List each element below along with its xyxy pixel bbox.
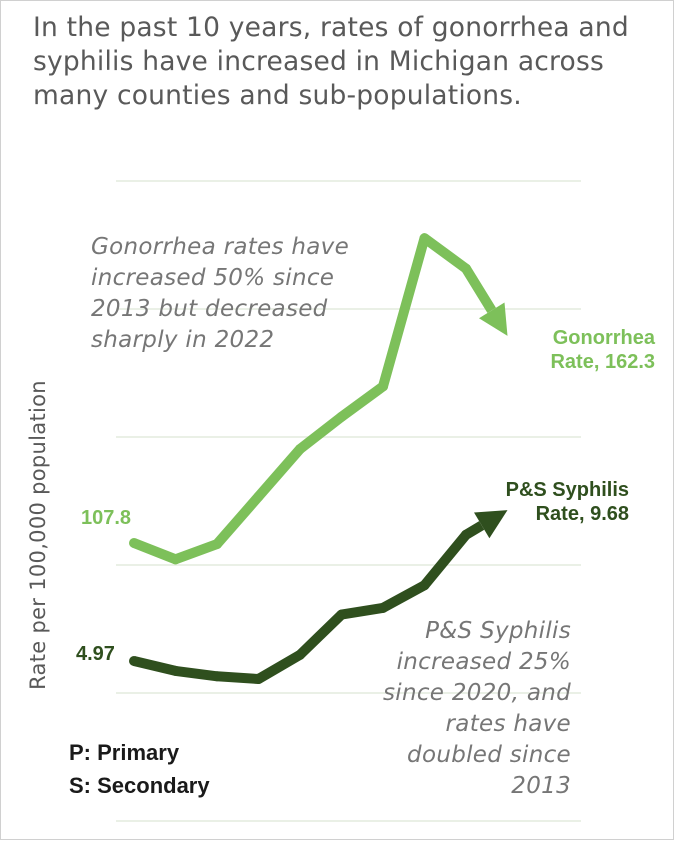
syphilis-start-label: 4.97	[76, 643, 115, 665]
gonorrhea-point-6	[336, 411, 347, 422]
gonorrhea-series-line	[132, 233, 496, 565]
gonorrhea-point-3	[212, 539, 222, 550]
gonorrhea-point-8	[419, 233, 430, 244]
syphilis-point-4	[253, 673, 264, 684]
syphilis-point-6	[336, 609, 347, 620]
gonorrhea-point-5	[295, 444, 305, 455]
syphilis-series-line	[132, 521, 485, 684]
chart-title: In the past 10 years, rates of gonorrhea…	[33, 12, 629, 111]
gridlines	[116, 180, 581, 822]
y-axis-label: Rate per 100,000 population	[26, 380, 50, 690]
gonorrhea-point-4	[253, 491, 264, 502]
syphilis-point-5	[295, 649, 305, 660]
gonorrhea-point-9	[461, 263, 471, 274]
gonorrhea-point-2	[170, 554, 181, 565]
syphilis-end-label: P&S Syphilis Rate, 9.68	[505, 479, 629, 525]
gonorrhea-end-label: Gonorrhea Rate, 162.3	[550, 327, 655, 373]
legend-secondary: S: Secondary	[69, 773, 210, 798]
gonorrhea-annotation: Gonorrhea rates have increased 50% since…	[91, 234, 350, 353]
series-group	[129, 233, 508, 684]
gonorrhea-arrow-head	[479, 302, 508, 336]
syphilis-point-1	[129, 656, 139, 666]
syphilis-point-8	[419, 580, 430, 591]
abbreviation-legend: P: Primary S: Secondary	[69, 736, 210, 802]
syphilis-point-3	[212, 671, 222, 682]
syphilis-arrow-head	[474, 510, 508, 539]
gonorrhea-point-7	[378, 381, 388, 392]
gonorrhea-start-label: 107.8	[81, 507, 132, 529]
syphilis-point-7	[378, 602, 388, 613]
syphilis-annotation: P&S Syphilis increased 25% since 2020, a…	[383, 618, 571, 799]
gonorrhea-point-1	[129, 538, 139, 548]
syphilis-point-9	[461, 529, 471, 540]
syphilis-point-2	[170, 665, 181, 676]
legend-primary: P: Primary	[69, 740, 180, 765]
